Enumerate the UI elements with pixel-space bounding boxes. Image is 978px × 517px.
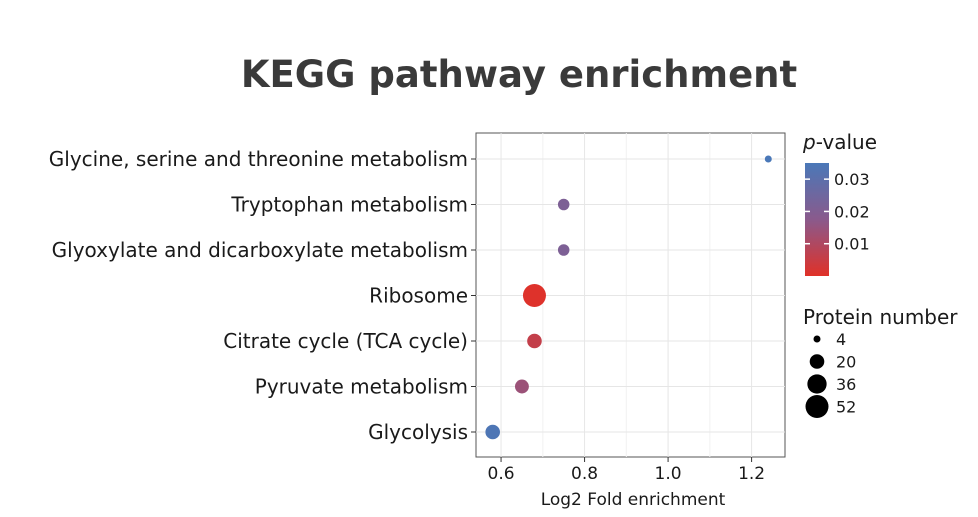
data-point: [485, 424, 500, 440]
y-tick-label: Tryptophan metabolism: [230, 193, 468, 217]
color-legend-tick-label: 0.01: [834, 235, 870, 254]
color-legend-title: p-value: [802, 130, 877, 154]
y-tick-label: Pyruvate metabolism: [255, 375, 468, 399]
data-point: [764, 155, 772, 163]
size-legend-dot: [813, 335, 821, 343]
data-point: [522, 284, 546, 307]
data-point: [514, 379, 529, 394]
x-axis-title: Log2 Fold enrichment: [541, 490, 726, 510]
data-point: [557, 198, 570, 211]
size-legend-label: 4: [836, 330, 846, 349]
y-tick-label: Glycolysis: [368, 420, 468, 444]
size-legend-label: 52: [836, 398, 856, 417]
y-tick-label: Glyoxylate and dicarboxylate metabolism: [52, 238, 468, 262]
color-legend-title-italic: p: [802, 130, 816, 154]
data-point: [527, 333, 542, 349]
color-legend-tick-label: 0.03: [834, 170, 870, 189]
x-axis-ticks: 0.6 0.8 1.0 1.2: [488, 457, 765, 484]
y-tick-label: Glycine, serine and threonine metabolism: [49, 147, 468, 171]
x-tick-label: 0.6: [488, 464, 515, 484]
size-legend: 4 20 36 52: [805, 330, 856, 418]
x-tick-label: 1.0: [655, 464, 682, 484]
y-tick-label: Citrate cycle (TCA cycle): [223, 329, 468, 353]
y-tick-label: Ribosome: [369, 284, 468, 308]
chart-title: KEGG pathway enrichment: [241, 53, 797, 96]
size-legend-dot: [809, 354, 825, 369]
data-point: [557, 244, 570, 256]
size-legend-dot: [807, 374, 827, 394]
color-legend-ticks: 0.03 0.02 0.01: [805, 170, 870, 254]
x-tick-label: 1.2: [738, 464, 765, 484]
size-legend-label: 36: [836, 375, 856, 394]
x-tick-label: 0.8: [571, 464, 598, 484]
size-legend-dot: [805, 395, 829, 418]
color-legend-bar: [805, 163, 829, 276]
y-axis-categories: Glycine, serine and threonine metabolism…: [49, 147, 476, 444]
data-points: [485, 155, 772, 440]
color-legend-title-rest: -value: [816, 130, 877, 154]
size-legend-title: Protein number: [803, 305, 958, 329]
size-legend-label: 20: [836, 353, 856, 372]
color-legend-tick-label: 0.02: [834, 202, 870, 221]
